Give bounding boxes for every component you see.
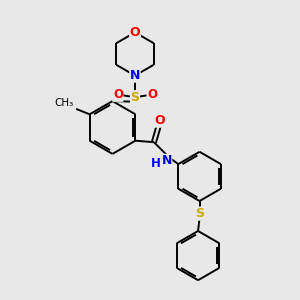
Text: CH₃: CH₃ [55, 98, 74, 108]
Text: O: O [154, 114, 165, 127]
Text: N: N [130, 69, 140, 82]
Text: O: O [147, 88, 157, 101]
Text: N: N [161, 154, 172, 167]
Text: O: O [113, 88, 123, 101]
Text: O: O [130, 26, 140, 39]
Text: S: S [195, 207, 204, 220]
Text: H: H [151, 157, 161, 170]
Text: S: S [130, 91, 140, 104]
